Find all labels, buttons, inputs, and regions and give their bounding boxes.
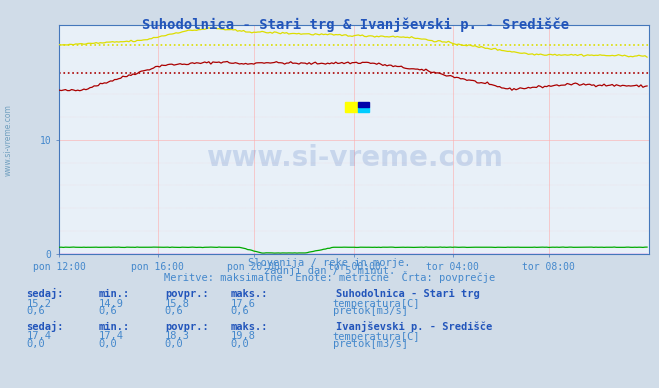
Text: temperatura[C]: temperatura[C] bbox=[333, 331, 420, 341]
Text: 17,6: 17,6 bbox=[231, 298, 256, 308]
Text: sedaj:: sedaj: bbox=[26, 288, 64, 299]
Text: maks.:: maks.: bbox=[231, 322, 268, 332]
Bar bbox=[345, 102, 358, 112]
Text: Ivanjševski p. - Središče: Ivanjševski p. - Središče bbox=[336, 321, 492, 332]
Text: 19,8: 19,8 bbox=[231, 331, 256, 341]
Text: Suhodolnica - Stari trg: Suhodolnica - Stari trg bbox=[336, 289, 480, 299]
Bar bbox=[358, 102, 369, 107]
Text: Slovenija / reke in morje.: Slovenija / reke in morje. bbox=[248, 258, 411, 268]
Text: 0,6: 0,6 bbox=[165, 306, 183, 316]
Text: 18,3: 18,3 bbox=[165, 331, 190, 341]
Text: 15,2: 15,2 bbox=[26, 298, 51, 308]
Text: zadnji dan / 5 minut.: zadnji dan / 5 minut. bbox=[264, 265, 395, 275]
Text: 17,4: 17,4 bbox=[26, 331, 51, 341]
Text: 17,4: 17,4 bbox=[99, 331, 124, 341]
Text: 0,6: 0,6 bbox=[99, 306, 117, 316]
Text: 14,9: 14,9 bbox=[99, 298, 124, 308]
Text: 0,6: 0,6 bbox=[26, 306, 45, 316]
Text: sedaj:: sedaj: bbox=[26, 321, 64, 332]
Text: pretok[m3/s]: pretok[m3/s] bbox=[333, 306, 408, 316]
Text: 0,6: 0,6 bbox=[231, 306, 249, 316]
Text: Meritve: maksimalne  Enote: metrične  Črta: povprečje: Meritve: maksimalne Enote: metrične Črta… bbox=[164, 271, 495, 283]
Text: 0,0: 0,0 bbox=[26, 339, 45, 349]
Text: pretok[m3/s]: pretok[m3/s] bbox=[333, 339, 408, 349]
Text: temperatura[C]: temperatura[C] bbox=[333, 298, 420, 308]
Text: Suhodolnica - Stari trg & Ivanjševski p. - Središče: Suhodolnica - Stari trg & Ivanjševski p.… bbox=[142, 17, 569, 32]
Text: www.si-vreme.com: www.si-vreme.com bbox=[3, 104, 13, 176]
Text: 0,0: 0,0 bbox=[99, 339, 117, 349]
Text: www.si-vreme.com: www.si-vreme.com bbox=[206, 144, 503, 172]
Text: 0,0: 0,0 bbox=[165, 339, 183, 349]
Text: povpr.:: povpr.: bbox=[165, 289, 208, 299]
Bar bbox=[358, 107, 369, 112]
Text: maks.:: maks.: bbox=[231, 289, 268, 299]
Text: povpr.:: povpr.: bbox=[165, 322, 208, 332]
Text: min.:: min.: bbox=[99, 289, 130, 299]
Text: 15,8: 15,8 bbox=[165, 298, 190, 308]
Text: 0,0: 0,0 bbox=[231, 339, 249, 349]
Text: min.:: min.: bbox=[99, 322, 130, 332]
